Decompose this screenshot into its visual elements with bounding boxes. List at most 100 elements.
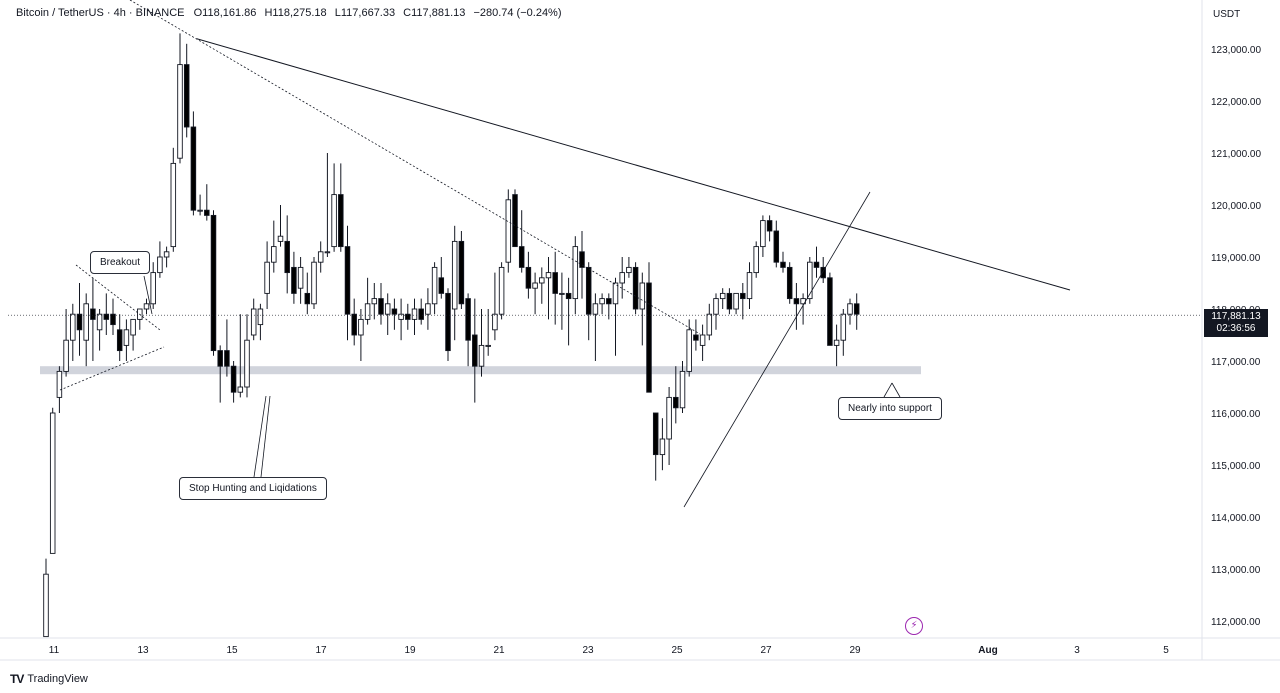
candle[interactable] xyxy=(592,303,599,315)
candle[interactable] xyxy=(639,282,646,310)
candle[interactable] xyxy=(264,261,270,294)
candle[interactable] xyxy=(505,199,512,263)
candle[interactable] xyxy=(458,240,465,305)
candle[interactable] xyxy=(411,308,418,320)
candle[interactable] xyxy=(740,292,746,300)
support-callout[interactable]: Nearly into support xyxy=(838,397,942,420)
candle[interactable] xyxy=(43,573,49,638)
candle[interactable] xyxy=(572,246,579,300)
candle[interactable] xyxy=(250,308,257,336)
candle[interactable] xyxy=(291,266,297,294)
candle[interactable] xyxy=(438,277,445,294)
candle[interactable] xyxy=(358,318,364,336)
candle[interactable] xyxy=(244,339,250,388)
candle[interactable] xyxy=(847,303,853,315)
candle[interactable] xyxy=(599,298,605,305)
candle[interactable] xyxy=(478,344,485,367)
plot-area[interactable] xyxy=(8,0,1202,638)
candle[interactable] xyxy=(793,298,800,305)
candle[interactable] xyxy=(746,272,753,300)
candle[interactable] xyxy=(606,298,612,305)
candle[interactable] xyxy=(103,313,110,320)
candle[interactable] xyxy=(585,266,592,315)
candle[interactable] xyxy=(713,298,719,315)
candle[interactable] xyxy=(311,261,317,305)
candle[interactable] xyxy=(445,292,451,352)
breakout-callout[interactable]: Breakout xyxy=(90,251,151,274)
candle[interactable] xyxy=(183,64,190,128)
candle[interactable] xyxy=(116,329,123,352)
candle[interactable] xyxy=(123,329,130,346)
candle[interactable] xyxy=(431,266,438,305)
candle[interactable] xyxy=(492,313,498,331)
candle[interactable] xyxy=(143,303,150,310)
candle[interactable] xyxy=(378,298,384,315)
candle[interactable] xyxy=(217,350,223,367)
candle[interactable] xyxy=(559,292,565,295)
candle[interactable] xyxy=(780,261,786,268)
candle[interactable] xyxy=(820,266,826,279)
candle[interactable] xyxy=(257,308,264,326)
candle[interactable] xyxy=(110,313,116,326)
candle[interactable] xyxy=(626,266,632,274)
candle[interactable] xyxy=(565,292,572,300)
candle[interactable] xyxy=(632,266,639,310)
candle[interactable] xyxy=(619,272,625,284)
candle[interactable] xyxy=(190,126,197,211)
candle[interactable] xyxy=(304,292,311,305)
candle[interactable] xyxy=(90,308,96,320)
candle[interactable] xyxy=(405,313,411,320)
candle[interactable] xyxy=(284,240,290,274)
candle[interactable] xyxy=(324,251,331,254)
footer-brand[interactable]: TV TradingView xyxy=(10,672,88,686)
candle[interactable] xyxy=(545,272,552,279)
candle[interactable] xyxy=(840,313,847,341)
candle[interactable] xyxy=(49,412,56,554)
candle[interactable] xyxy=(766,220,773,232)
candle[interactable] xyxy=(344,246,351,315)
lightning-bolt-icon[interactable]: ⚡ xyxy=(905,617,923,635)
candle[interactable] xyxy=(786,266,793,300)
candle[interactable] xyxy=(807,261,813,300)
candle[interactable] xyxy=(552,272,558,294)
candle[interactable] xyxy=(277,235,284,242)
candle[interactable] xyxy=(230,365,237,393)
candle[interactable] xyxy=(652,412,659,456)
candle[interactable] xyxy=(451,240,458,310)
candle[interactable] xyxy=(518,246,525,268)
candle[interactable] xyxy=(498,266,505,315)
candle[interactable] xyxy=(76,313,83,331)
candle[interactable] xyxy=(157,256,163,274)
candle[interactable] xyxy=(224,350,230,367)
candle[interactable] xyxy=(96,313,103,331)
candle[interactable] xyxy=(753,246,759,274)
candle[interactable] xyxy=(853,303,860,315)
candle[interactable] xyxy=(465,298,471,341)
resistance-trendline[interactable] xyxy=(196,38,1071,291)
candle[interactable] xyxy=(418,308,424,320)
candle[interactable] xyxy=(532,282,538,289)
candle[interactable] xyxy=(726,292,733,310)
candle[interactable] xyxy=(512,194,518,248)
candle[interactable] xyxy=(317,251,324,263)
stop-hunting-callout[interactable]: Stop Hunting and Liqidations xyxy=(179,477,327,500)
candle[interactable] xyxy=(197,209,203,212)
candle[interactable] xyxy=(63,339,69,372)
candle[interactable] xyxy=(827,277,833,346)
candle[interactable] xyxy=(170,162,177,248)
candle[interactable] xyxy=(177,64,183,159)
candle[interactable] xyxy=(210,214,217,352)
uptrend-line[interactable] xyxy=(683,191,871,508)
candle[interactable] xyxy=(612,282,619,305)
candle[interactable] xyxy=(699,334,706,346)
candle[interactable] xyxy=(391,308,398,315)
candle[interactable] xyxy=(646,282,652,393)
candle[interactable] xyxy=(56,370,63,398)
candle[interactable] xyxy=(130,318,136,336)
candle[interactable] xyxy=(338,194,344,248)
candle[interactable] xyxy=(364,303,371,320)
candle[interactable] xyxy=(813,261,820,268)
candle[interactable] xyxy=(384,303,391,315)
candle[interactable] xyxy=(673,396,679,409)
